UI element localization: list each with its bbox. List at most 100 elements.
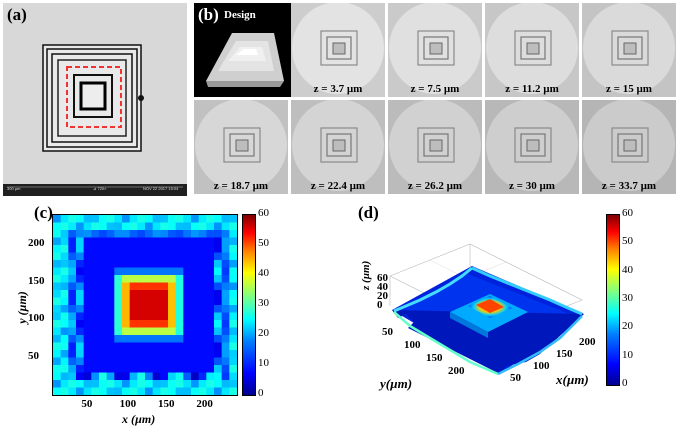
heatmap-cell	[129, 342, 138, 351]
heatmap-cell	[114, 365, 123, 374]
heatmap-cell	[145, 252, 154, 261]
heatmap-cell	[175, 222, 184, 231]
heatmap-cell	[137, 237, 146, 246]
heatmap-cell	[60, 365, 69, 374]
heatmap-cell	[191, 350, 200, 359]
heatmap-cell	[114, 275, 123, 284]
panel-d-label: (d)	[358, 203, 379, 222]
surface-y-tick-label: 100	[404, 339, 421, 351]
heatmap-cell	[106, 320, 115, 329]
heatmap-cell	[129, 252, 138, 261]
heatmap-cell	[83, 275, 92, 284]
heatmap-cell	[122, 320, 131, 329]
heatmap-cell	[183, 252, 192, 261]
heatmap-cell	[122, 275, 131, 284]
heatmap-cell	[229, 320, 237, 329]
heatmap-cell	[60, 290, 69, 299]
heatmap-cell	[198, 365, 207, 374]
heatmap-cell	[91, 267, 100, 276]
heatmap-cell	[175, 282, 184, 291]
heatmap-cell	[214, 252, 223, 261]
heatmap-cell	[168, 312, 177, 321]
heatmap-cell	[175, 260, 184, 269]
heatmap-cell	[206, 312, 215, 321]
heatmap-cell	[68, 335, 77, 344]
heatmap-cell	[160, 267, 169, 276]
heatmap-plot-area	[52, 214, 238, 396]
heatmap-cell	[191, 372, 200, 381]
heatmap-cell	[145, 275, 154, 284]
z-slice-tile: z = 7.5 µm	[388, 3, 482, 97]
heatmap-cell	[137, 365, 146, 374]
heatmap-cell	[122, 365, 131, 374]
heatmap-cell	[122, 230, 131, 239]
heatmap-cell	[191, 215, 200, 224]
heatmap-cell	[221, 380, 230, 389]
heatmap-cell	[145, 222, 154, 231]
heatmap-cell	[160, 237, 169, 246]
heatmap-cell	[129, 320, 138, 329]
heatmap-cell	[221, 230, 230, 239]
heatmap-cell	[99, 260, 108, 269]
heatmap-cell	[106, 312, 115, 321]
heatmap-cell	[229, 327, 237, 336]
heatmap-cell	[175, 357, 184, 366]
heatmap-cell	[191, 357, 200, 366]
heatmap-cell	[122, 387, 131, 395]
heatmap-cell	[183, 365, 192, 374]
heatmap-cell	[106, 365, 115, 374]
heatmap-cell	[68, 387, 77, 395]
heatmap-cell	[206, 320, 215, 329]
heatmap-cell	[175, 290, 184, 299]
heatmap-cell	[229, 290, 237, 299]
heatmap-cell	[198, 357, 207, 366]
heatmap-cell	[175, 297, 184, 306]
heatmap-cell	[91, 327, 100, 336]
heatmap-cell	[198, 260, 207, 269]
panel-b-label: (b)	[198, 5, 219, 24]
heatmap-cell	[152, 267, 161, 276]
heatmap-cell	[206, 282, 215, 291]
heatmap-cell	[99, 335, 108, 344]
heatmap-cell	[83, 215, 92, 224]
heatmap-cell	[168, 222, 177, 231]
heatmap-cell	[152, 297, 161, 306]
surface-x-tick-label: 100	[533, 360, 550, 372]
heatmap-cell	[183, 372, 192, 381]
heatmap-cell	[91, 335, 100, 344]
heatmap-cell	[145, 342, 154, 351]
design-label: Design	[224, 9, 256, 21]
heatmap-cell	[160, 245, 169, 254]
heatmap-cell	[152, 327, 161, 336]
heatmap-cell	[145, 320, 154, 329]
z-slice-image	[485, 100, 579, 194]
colorbar-tick-label: 10	[622, 348, 633, 361]
heatmap-cell	[129, 305, 138, 314]
heatmap-cell	[76, 245, 85, 254]
heatmap-cell	[114, 327, 123, 336]
z-slice-tile: z = 18.7 µm	[194, 100, 288, 194]
heatmap-cell	[229, 230, 237, 239]
heatmap-cell	[91, 380, 100, 389]
heatmap-cell	[91, 275, 100, 284]
z-slice-image	[291, 100, 385, 194]
heatmap-cell	[99, 342, 108, 351]
heatmap-cell	[206, 252, 215, 261]
heatmap-cell	[122, 327, 131, 336]
heatmap-cell	[160, 215, 169, 224]
heatmap-x-tick-label: 200	[196, 398, 213, 410]
heatmap-cell	[137, 372, 146, 381]
heatmap-cell	[76, 342, 85, 351]
heatmap-cell	[198, 275, 207, 284]
heatmap-cell	[122, 267, 131, 276]
heatmap-cell	[198, 252, 207, 261]
heatmap-cell	[129, 372, 138, 381]
heatmap-cell	[183, 357, 192, 366]
heatmap-cell	[145, 215, 154, 224]
colorbar-tick-label: 10	[258, 357, 269, 369]
heatmap-cell	[68, 365, 77, 374]
heatmap-cell	[191, 297, 200, 306]
heatmap-cell	[60, 305, 69, 314]
heatmap-cell	[214, 387, 223, 395]
heatmap-cell	[198, 320, 207, 329]
